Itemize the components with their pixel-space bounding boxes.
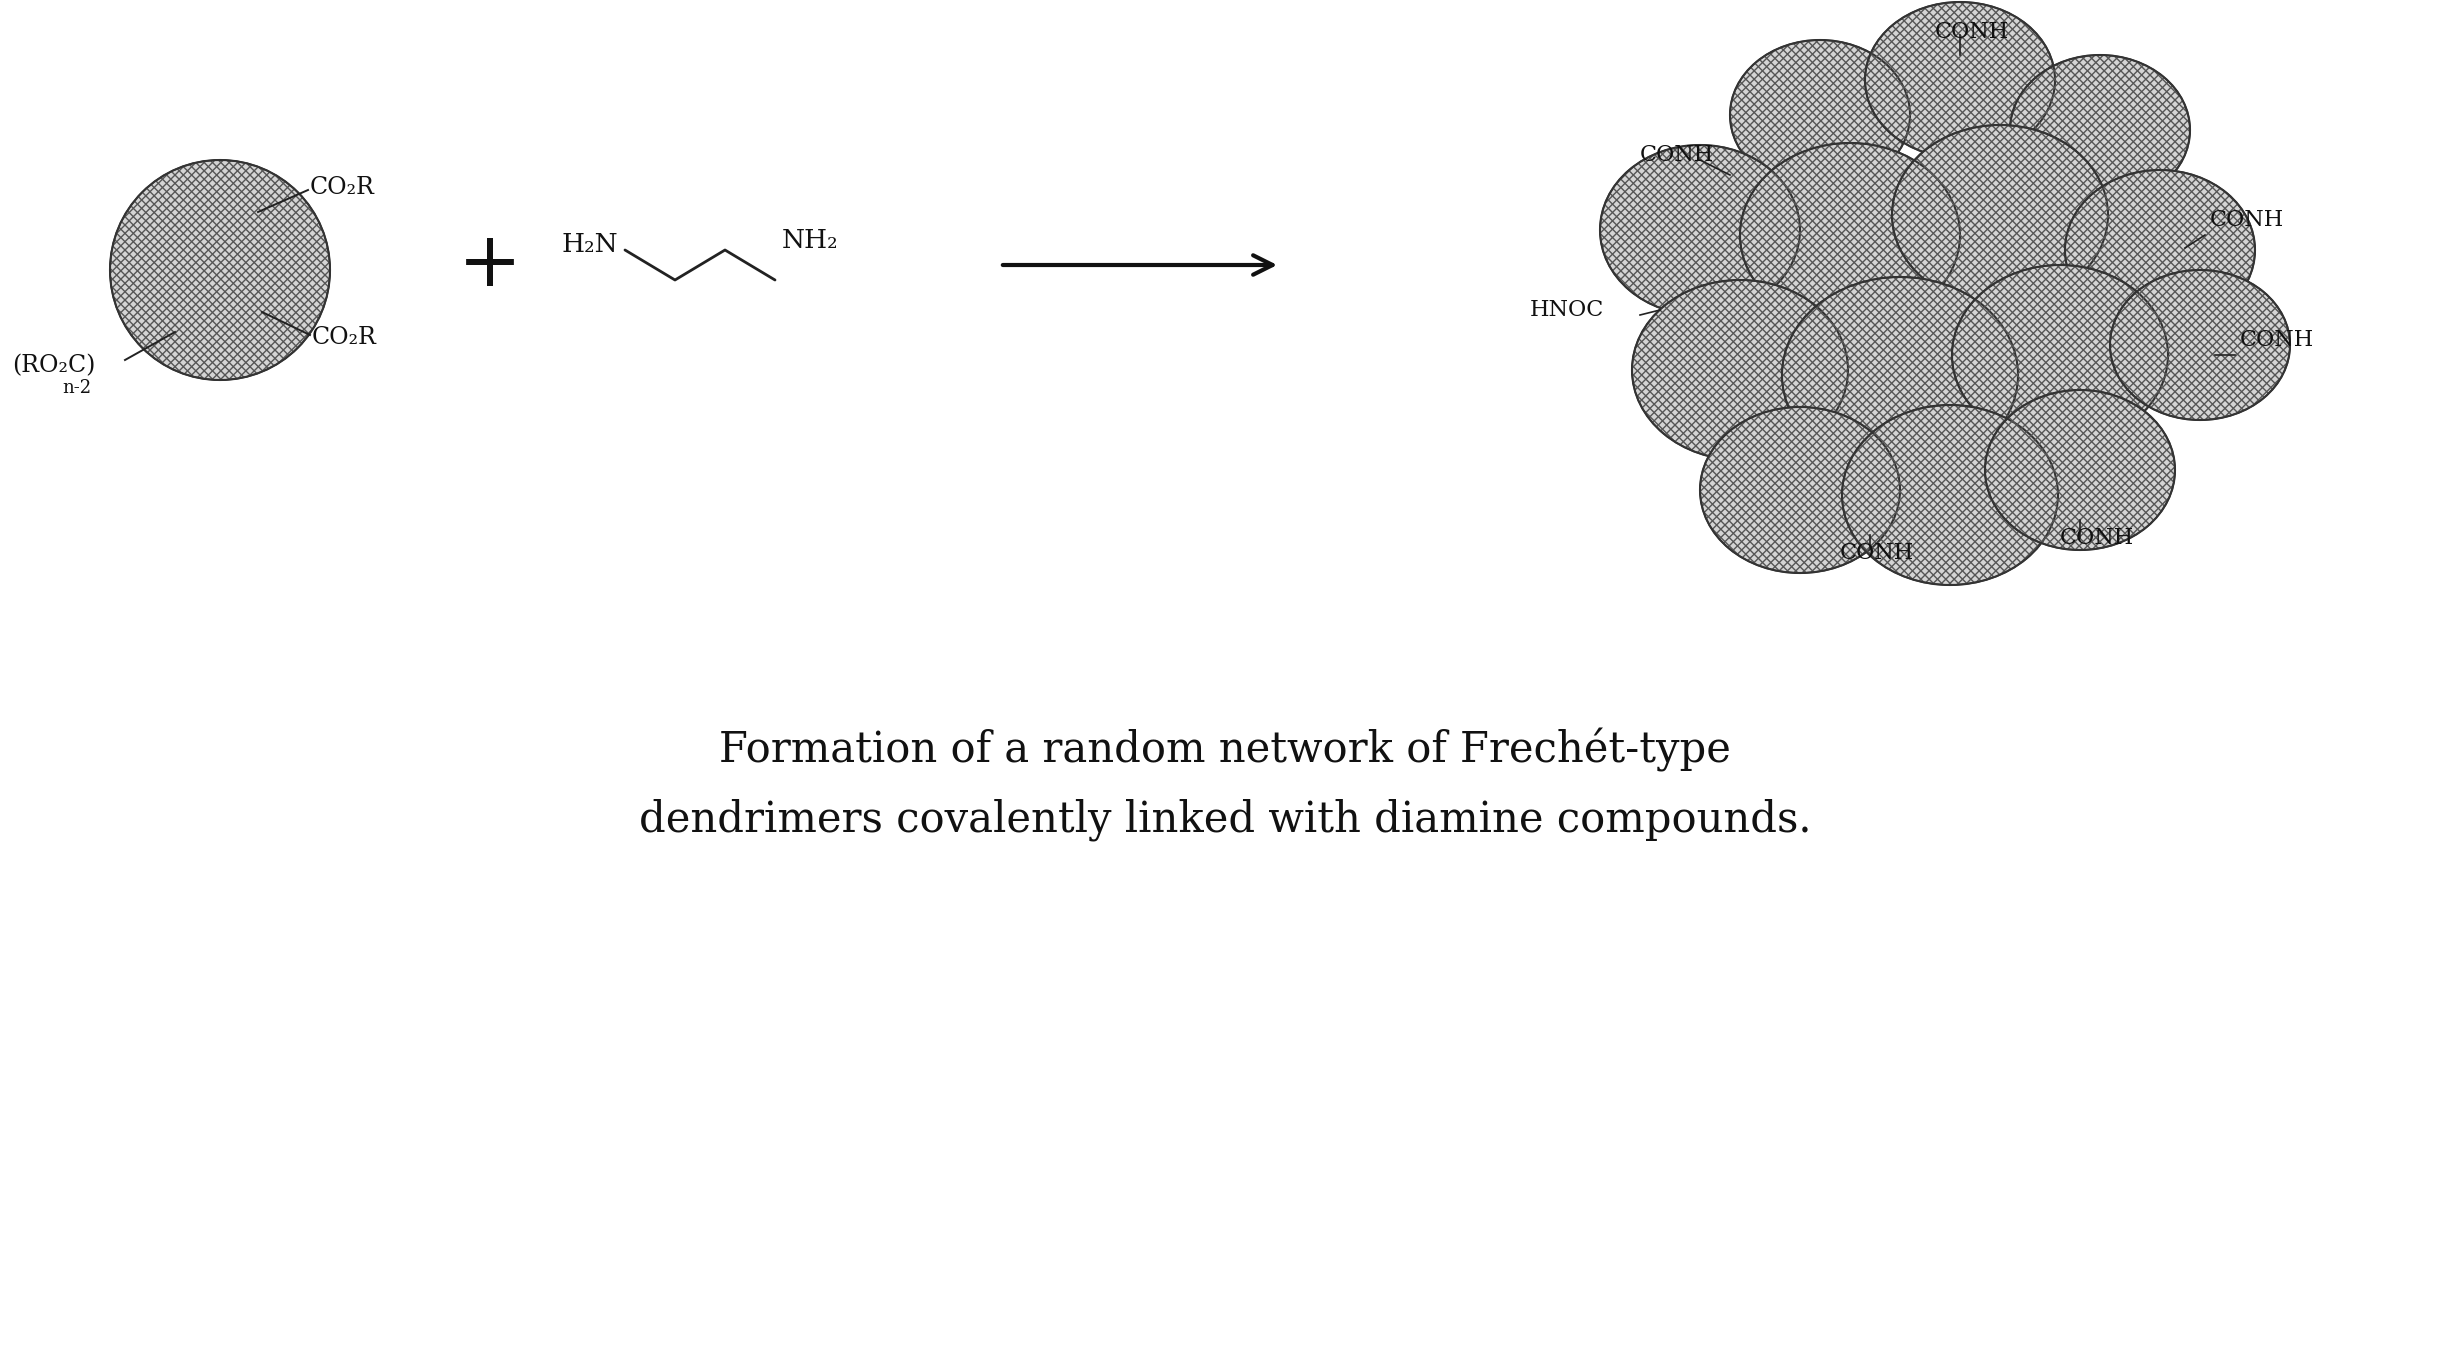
Ellipse shape (2066, 170, 2255, 330)
Ellipse shape (1601, 145, 1799, 315)
Ellipse shape (1892, 125, 2108, 305)
Ellipse shape (1865, 1, 2054, 157)
Ellipse shape (1632, 281, 1848, 460)
Text: HNOC: HNOC (1529, 298, 1605, 320)
Text: dendrimers covalently linked with diamine compounds.: dendrimers covalently linked with diamin… (640, 798, 1811, 841)
Ellipse shape (1985, 390, 2174, 550)
Ellipse shape (1701, 407, 1900, 574)
Ellipse shape (1843, 405, 2059, 585)
Ellipse shape (1730, 40, 1909, 190)
Text: CONH: CONH (1934, 21, 2010, 42)
Text: +: + (458, 229, 522, 303)
Ellipse shape (1740, 142, 1961, 327)
Text: NH₂: NH₂ (782, 227, 838, 252)
Text: Formation of a random network of Frechét-type: Formation of a random network of Frechét… (718, 728, 1730, 772)
Text: (RO₂C): (RO₂C) (12, 355, 96, 378)
Ellipse shape (2010, 55, 2191, 205)
Text: CO₂R: CO₂R (309, 177, 375, 200)
Text: CONH: CONH (2240, 329, 2314, 350)
Text: CONH: CONH (2211, 209, 2284, 231)
Ellipse shape (2110, 270, 2289, 420)
Text: n-2: n-2 (61, 379, 91, 397)
Text: CONH: CONH (2059, 527, 2135, 549)
Ellipse shape (110, 160, 331, 381)
Ellipse shape (1782, 277, 2017, 474)
Text: CONH: CONH (1841, 542, 1914, 564)
Text: CONH: CONH (1640, 144, 1713, 166)
Ellipse shape (1951, 266, 2169, 445)
Text: CO₂R: CO₂R (311, 326, 377, 349)
Text: H₂N: H₂N (561, 233, 618, 257)
